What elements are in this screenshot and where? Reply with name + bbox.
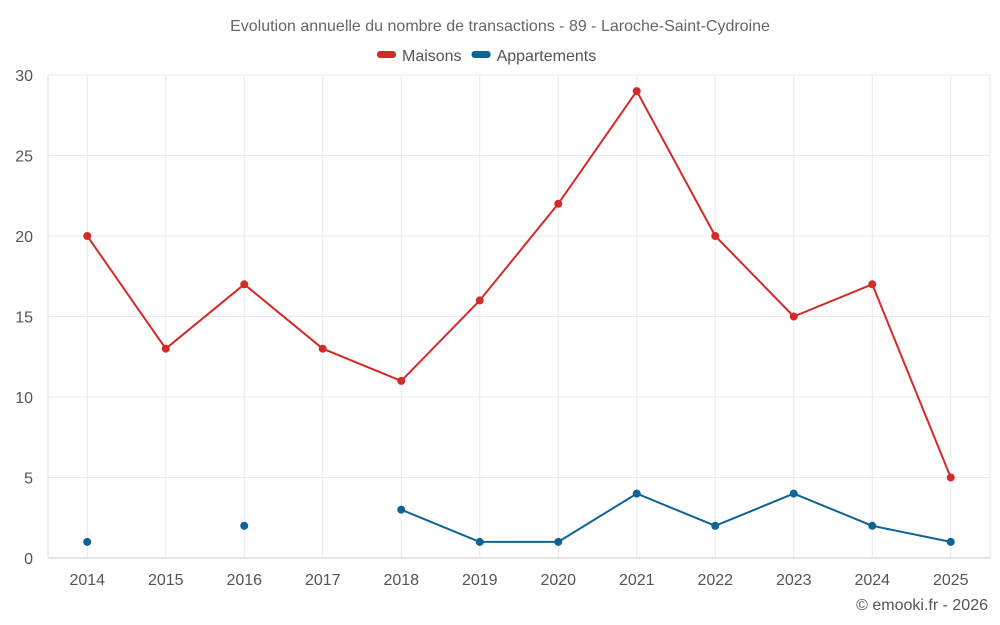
x-tick-label: 2016 <box>226 572 262 589</box>
x-tick-label: 2017 <box>305 572 341 589</box>
data-point[interactable] <box>554 199 563 208</box>
x-tick-label: 2025 <box>933 572 969 589</box>
x-tick-label: 2023 <box>776 572 812 589</box>
y-tick-label: 15 <box>15 310 33 327</box>
data-point[interactable] <box>789 312 798 321</box>
credit-text: © emooki.fr - 2026 <box>856 597 988 614</box>
series-layer <box>83 87 955 546</box>
data-point[interactable] <box>632 489 641 498</box>
y-tick-label: 30 <box>15 68 33 85</box>
legend-label: Maisons <box>402 48 462 65</box>
legend-item-maisons[interactable]: Maisons <box>377 48 462 65</box>
data-point[interactable] <box>397 505 406 514</box>
legend-swatch <box>471 51 491 58</box>
x-tick-label: 2020 <box>540 572 576 589</box>
y-tick-label: 0 <box>24 551 33 568</box>
data-point[interactable] <box>397 376 406 385</box>
data-point[interactable] <box>161 344 170 353</box>
x-tick-label: 2015 <box>148 572 184 589</box>
data-point[interactable] <box>946 537 955 546</box>
data-point[interactable] <box>868 521 877 530</box>
series-line <box>400 492 951 543</box>
y-tick-label: 10 <box>15 390 33 407</box>
x-axis: 2014 2015 2016 2017 2018 2019 2020 2021 2022 2023… <box>69 572 968 589</box>
x-tick-label: 2024 <box>854 572 890 589</box>
data-point[interactable] <box>83 232 92 240</box>
series-line <box>86 90 952 478</box>
data-point[interactable] <box>789 489 798 498</box>
data-point[interactable] <box>632 87 641 96</box>
data-point[interactable] <box>240 521 249 530</box>
y-tick-label: 25 <box>15 149 33 166</box>
series-appartements <box>83 489 955 546</box>
data-point[interactable] <box>711 232 720 240</box>
data-point[interactable] <box>240 280 249 289</box>
data-point[interactable] <box>868 280 877 289</box>
y-tick-label: 20 <box>15 229 33 246</box>
data-point[interactable] <box>554 537 563 546</box>
data-point[interactable] <box>83 537 92 546</box>
legend-swatch <box>377 51 396 58</box>
chart-title: Evolution annuelle du nombre de transact… <box>230 18 770 35</box>
x-tick-label: 2021 <box>619 572 655 589</box>
data-point[interactable] <box>711 521 720 530</box>
x-tick-label: 2022 <box>697 572 733 589</box>
x-tick-label: 2019 <box>462 572 498 589</box>
legend-label: Appartements <box>497 48 597 65</box>
y-axis: 0 5 10 15 20 25 30 <box>15 68 33 568</box>
data-point[interactable] <box>475 537 484 546</box>
legend[interactable]: Maisons Appartements <box>377 48 596 65</box>
x-tick-label: 2018 <box>383 572 419 589</box>
x-tick-label: 2014 <box>69 572 105 589</box>
legend-item-appartements[interactable]: Appartements <box>471 48 597 65</box>
grid <box>47 74 991 559</box>
data-point[interactable] <box>475 296 484 305</box>
y-tick-label: 5 <box>24 471 33 488</box>
data-point[interactable] <box>946 473 955 482</box>
data-point[interactable] <box>318 344 327 353</box>
series-maisons <box>83 87 955 482</box>
